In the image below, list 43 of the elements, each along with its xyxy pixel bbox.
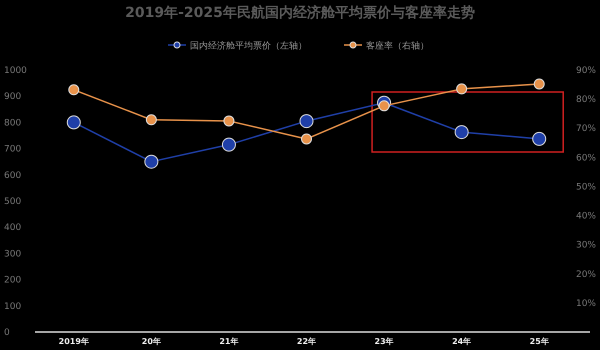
point xyxy=(146,114,157,126)
x-tick-label: 25年 xyxy=(530,337,549,346)
x-tick-label: 22年 xyxy=(296,337,316,346)
y-tick-label: 800 xyxy=(4,118,22,128)
point xyxy=(532,132,546,146)
legend-label: 国内经济舱平均票价（左轴） xyxy=(190,40,307,52)
y2-tick-label: 60% xyxy=(576,153,596,164)
x-tick-label: 23年 xyxy=(374,337,394,346)
y-tick-label: 500 xyxy=(4,197,22,207)
point xyxy=(456,83,468,94)
y-tick-label: 1000 xyxy=(4,66,28,76)
y-tick-label: 900 xyxy=(4,92,22,102)
point xyxy=(301,133,312,144)
y2-tick-label: 10% xyxy=(576,298,596,309)
point xyxy=(223,115,234,126)
point xyxy=(222,138,236,152)
y-tick-label: 100 xyxy=(4,302,22,312)
point xyxy=(68,84,80,96)
y2-tick-label: 20% xyxy=(576,270,596,280)
y-tick-label: 400 xyxy=(4,223,22,234)
y-tick-label: 700 xyxy=(4,144,22,155)
y-tick-label: 200 xyxy=(4,276,22,286)
y-tick-label: 0 xyxy=(4,328,10,338)
y2-tick-label: 30% xyxy=(576,240,596,251)
x-tick-label: 21年 xyxy=(219,337,238,346)
legend-label: 客座率（右轴） xyxy=(366,40,429,52)
point xyxy=(300,114,314,128)
y2-tick-label: 50% xyxy=(576,182,596,192)
x-tick-label: 2019年 xyxy=(58,337,89,346)
chart-title: 2019年-2025年民航国内经济舱平均票价与客座率走势 xyxy=(125,4,475,21)
y2-tick-label: 80% xyxy=(576,95,596,106)
point xyxy=(144,154,158,169)
y2-tick-label: 90% xyxy=(576,66,596,76)
y-tick-label: 600 xyxy=(4,170,22,181)
y2-tick-label: 70% xyxy=(576,124,596,134)
y-tick-label: 300 xyxy=(4,249,22,260)
y2-tick-label: 40% xyxy=(576,212,596,222)
point xyxy=(66,115,81,130)
x-tick-label: 20年 xyxy=(142,337,161,346)
point xyxy=(534,78,545,90)
point xyxy=(378,100,390,112)
x-tick-label: 24年 xyxy=(452,337,472,346)
point xyxy=(454,125,469,140)
